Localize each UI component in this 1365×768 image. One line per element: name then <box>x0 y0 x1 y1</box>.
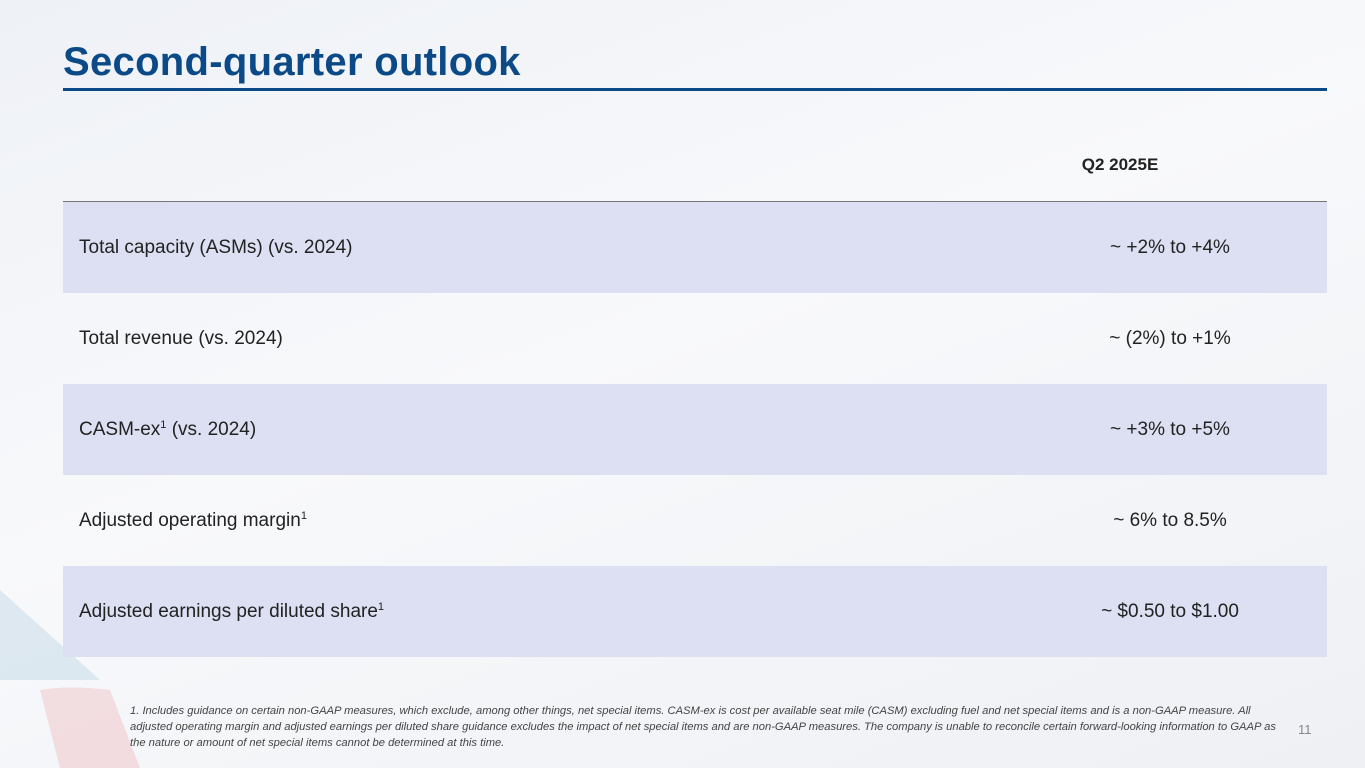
row-value: ~ $0.50 to $1.00 <box>1101 600 1239 622</box>
row-label: CASM-ex1 (vs. 2024) <box>63 419 256 441</box>
table-row: Adjusted operating margin1 ~ 6% to 8.5% <box>63 475 1327 566</box>
table-row: Total revenue (vs. 2024) ~ (2%) to +1% <box>63 293 1327 384</box>
footnote-marker: 1 <box>300 509 307 522</box>
footnote: 1. Includes guidance on certain non-GAAP… <box>130 705 1276 749</box>
label-text: Total revenue (vs. 2024) <box>79 327 283 349</box>
table-row: CASM-ex1 (vs. 2024) ~ +3% to +5% <box>63 384 1327 475</box>
row-value: ~ +2% to +4% <box>1110 236 1230 258</box>
row-label: Adjusted operating margin1 <box>63 510 307 532</box>
label-suffix: (vs. 2024) <box>166 418 257 440</box>
label-text: CASM-ex <box>79 418 161 440</box>
outlook-table: Total capacity (ASMs) (vs. 2024) ~ +2% t… <box>63 201 1327 657</box>
footnote-marker: 1 <box>377 600 385 613</box>
label-text: Adjusted earnings per diluted share <box>79 600 378 622</box>
page-title: Second-quarter outlook <box>63 40 521 84</box>
label-text: Total capacity (ASMs) (vs. 2024) <box>79 236 353 258</box>
title-underline <box>63 88 1327 91</box>
label-text: Adjusted operating margin <box>79 509 301 531</box>
table-row: Adjusted earnings per diluted share1 ~ $… <box>63 566 1327 657</box>
row-label: Adjusted earnings per diluted share1 <box>63 601 384 623</box>
page-number: 11 <box>1298 722 1312 737</box>
row-label: Total capacity (ASMs) (vs. 2024) <box>63 237 352 259</box>
column-header-q2-2025e: Q2 2025E <box>1081 155 1159 174</box>
row-label: Total revenue (vs. 2024) <box>63 328 283 350</box>
footnote-marker: 1 <box>160 418 167 431</box>
table-row: Total capacity (ASMs) (vs. 2024) ~ +2% t… <box>63 202 1327 293</box>
row-value: ~ (2%) to +1% <box>1109 327 1231 349</box>
row-value: ~ +3% to +5% <box>1110 418 1230 440</box>
row-value: ~ 6% to 8.5% <box>1113 509 1227 531</box>
